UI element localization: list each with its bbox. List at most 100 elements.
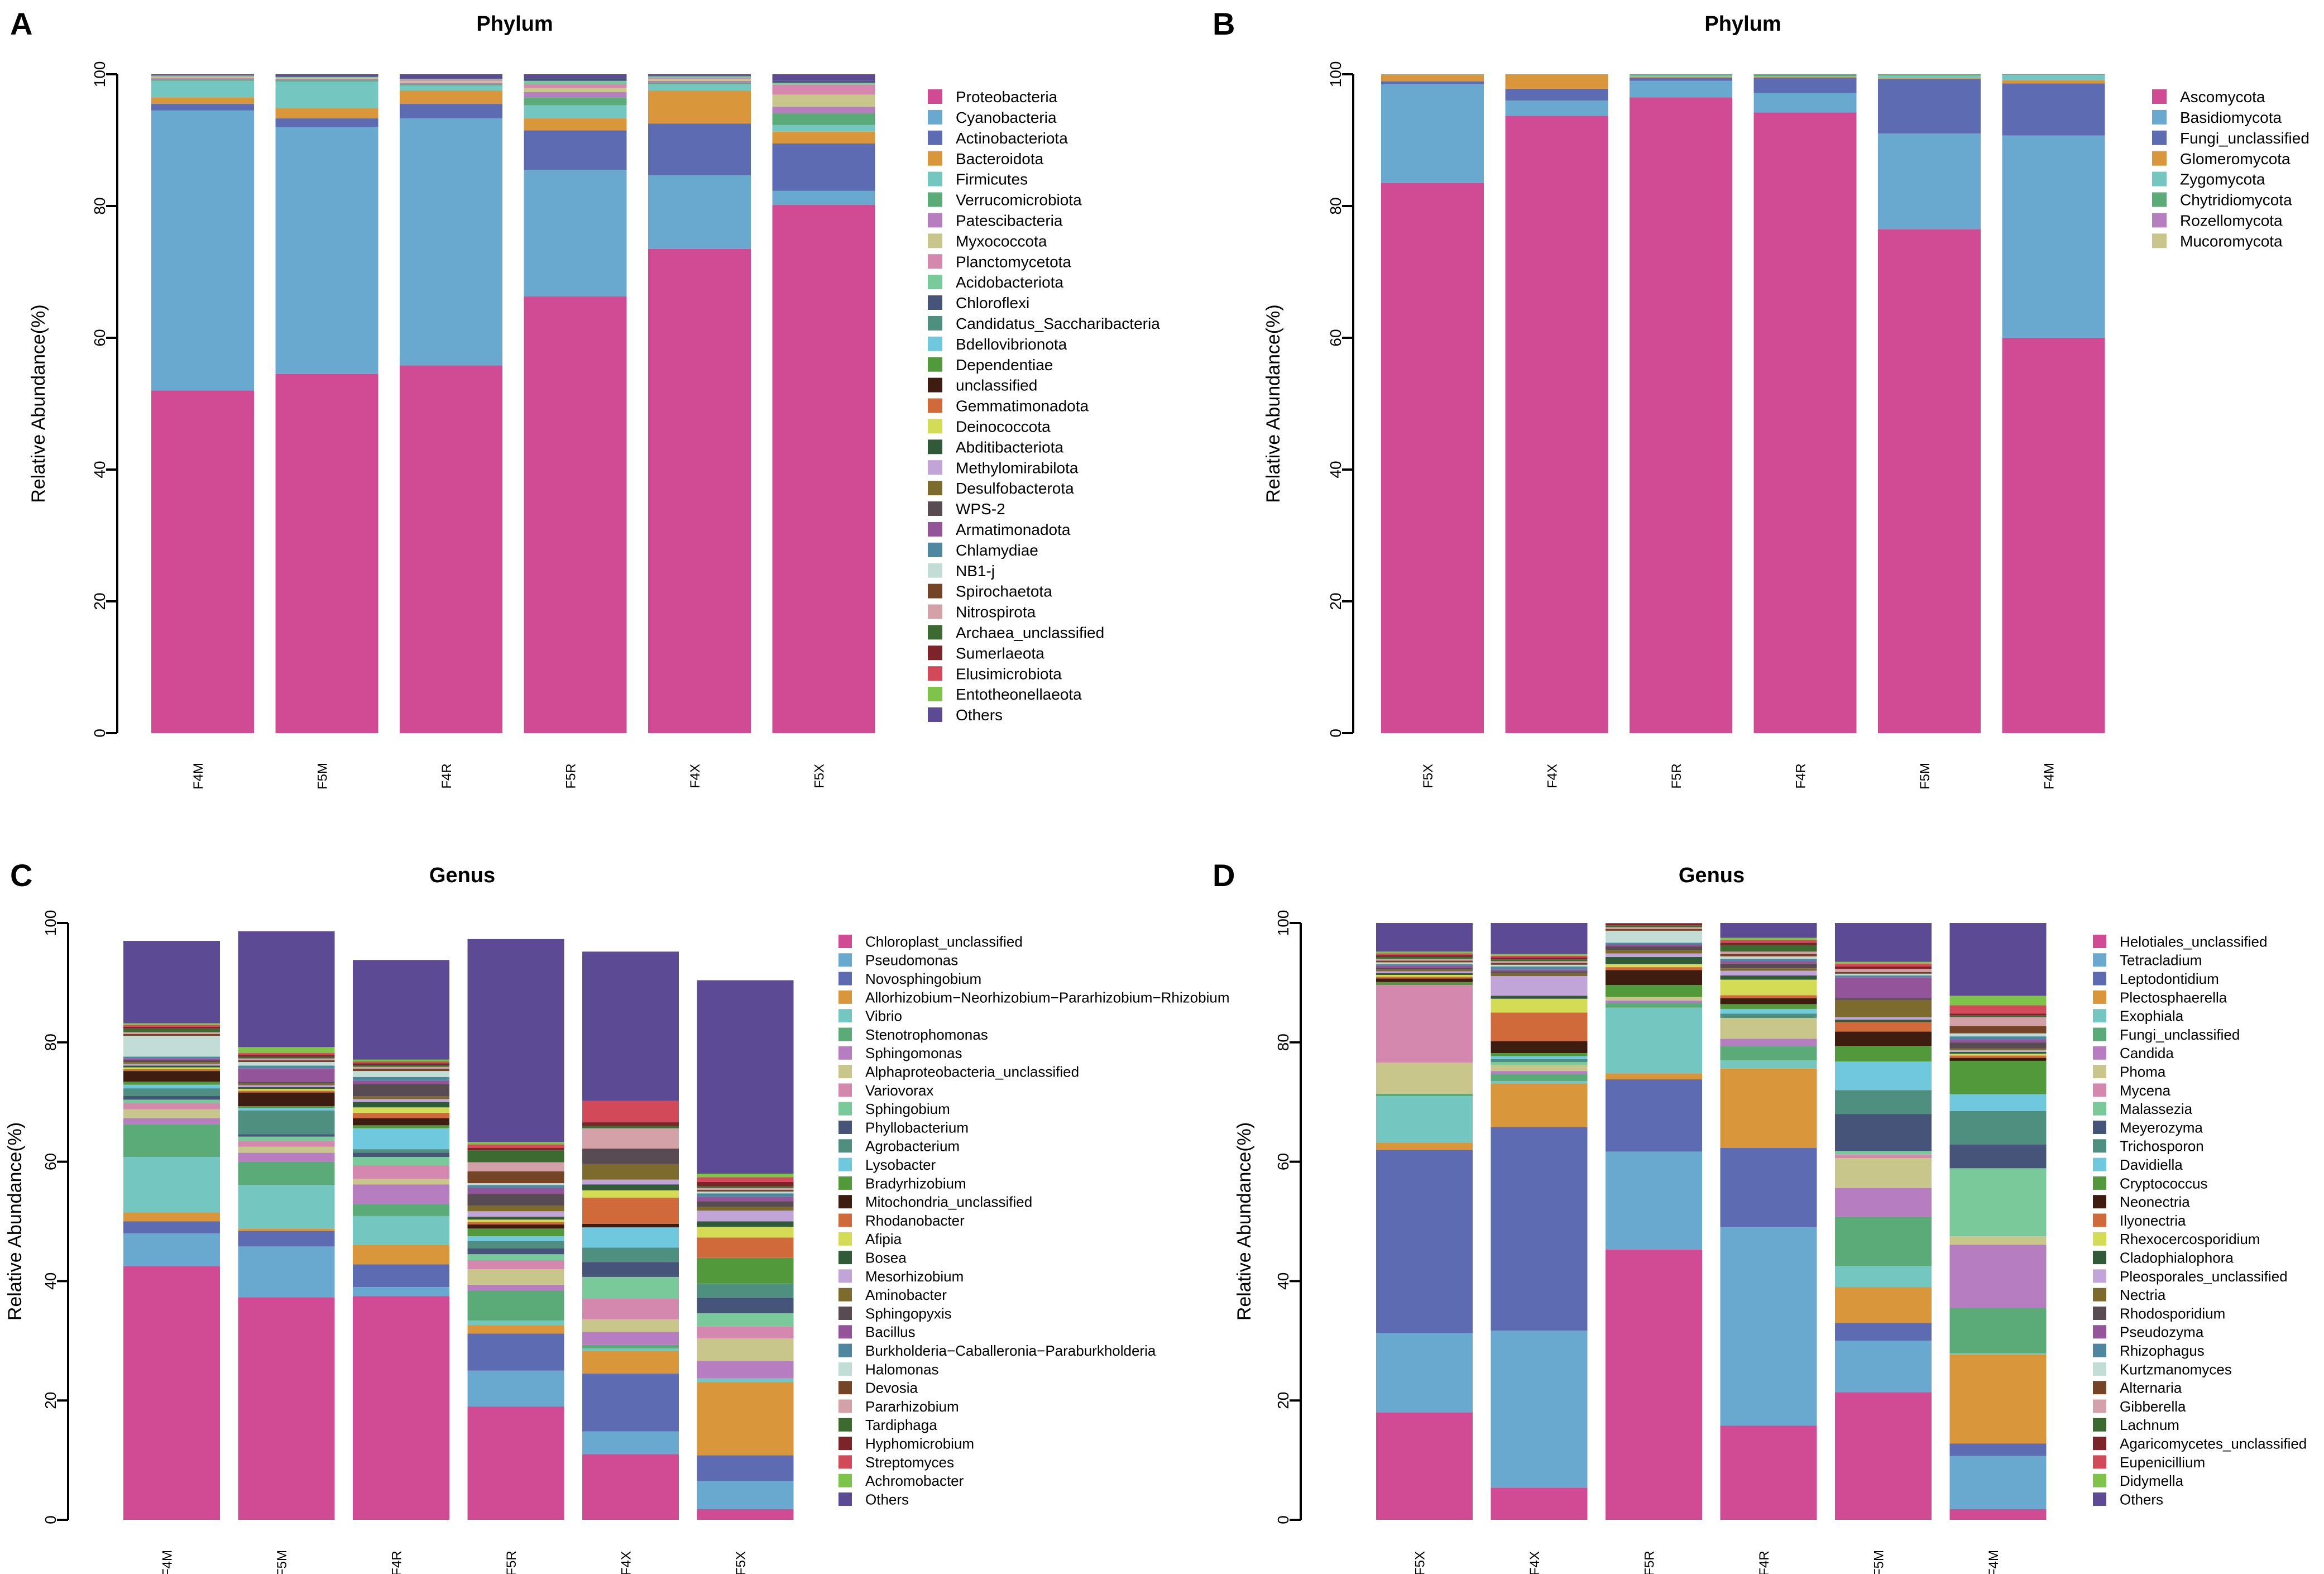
panel-c-segment-tardiphaga xyxy=(582,1126,679,1128)
panel-a-legend-label: Chlamydiae xyxy=(956,542,1038,559)
panel-a-legend-label: Elusimicrobiota xyxy=(956,665,1062,682)
panel-c-segment-allorhizobium-neorhizobium-pararhizobium-rhizobium xyxy=(238,1228,335,1231)
panel-d-segment-cladophialophora xyxy=(1376,973,1473,975)
panel-a-legend-label: Cyanobacteria xyxy=(956,109,1057,126)
panel-c-segment-agrobacterium xyxy=(697,1283,794,1298)
panel-d-segment-neonectria xyxy=(1949,1058,2047,1061)
panel-c-segment-bosea xyxy=(582,1184,679,1190)
panel-c-segment-streptomyces xyxy=(123,1025,220,1027)
panel-b-segment-ascomycota xyxy=(2002,338,2105,733)
panel-a-segment-actinobacteriota xyxy=(648,123,751,175)
panel-c-segment-others xyxy=(582,951,679,1101)
panel-a-legend-swatch xyxy=(928,336,942,351)
panel-a-segment-planctomycetota xyxy=(772,84,875,95)
panel-c-legend-label: Devosia xyxy=(865,1380,918,1396)
panel-d-segment-plectosphaerella xyxy=(1720,1068,1817,1149)
panel-c-segment-mitochondria-unclassified xyxy=(238,1092,335,1107)
panel-d-legend-swatch xyxy=(2093,1176,2106,1190)
panel-d-segment-meyerozyma xyxy=(1949,1144,2047,1169)
panel-d-segment-nectria xyxy=(1720,968,1817,971)
panel-d-segment-neonectria xyxy=(1720,998,1817,1004)
panel-d-legend-swatch xyxy=(2093,1213,2106,1227)
panel-d-legend-label: Meyerozyma xyxy=(2120,1119,2203,1136)
panel-c-segment-vibrio xyxy=(353,1216,449,1245)
panel-b-title: Phylum xyxy=(1704,12,1781,36)
panel-c-segment-pseudomonas xyxy=(467,1370,564,1406)
panel-c-segment-phyllobacterium xyxy=(697,1298,794,1314)
panel-c-segment-stenotrophomonas xyxy=(353,1204,449,1216)
panel-c-legend: Chloroplast_unclassified PseudomonasNovos… xyxy=(838,933,1229,1508)
panel-a-legend-label: Bacteroidota xyxy=(956,150,1044,168)
panel-c: C Genus Relative Abundance(%) 0 20 40 60 80 100 F… xyxy=(4,858,1229,1574)
panel-c-legend-label: Tardiphaga xyxy=(865,1417,937,1433)
panel-a-segment-verrucomicrobiota xyxy=(648,83,751,84)
panel-a-segment-proteobacteria xyxy=(524,296,627,733)
panel-c-segment-others xyxy=(238,931,335,1047)
panel-c-segment-alphaproteobacteria-unclassified xyxy=(697,1338,794,1361)
panel-b-bar-F5R xyxy=(1630,74,1732,733)
panel-d-segment-candida xyxy=(1949,1245,2047,1308)
panel-b-segment-basidiomycota xyxy=(1878,133,1981,229)
panel-c-bar-F5R xyxy=(467,939,564,1520)
panel-d-segment-gibberella xyxy=(1720,951,1817,954)
panel-a-legend-swatch xyxy=(928,233,942,248)
panel-c-segment-novosphingobium xyxy=(467,1333,564,1371)
panel-a-legend-label: Dependentiae xyxy=(956,356,1053,374)
panel-c-segment-bacillus xyxy=(467,1188,564,1194)
panel-a-segment-chloroflexi xyxy=(772,80,875,83)
panel-c-segment-bacillus xyxy=(697,1197,794,1202)
panel-c-segment-tardiphaga xyxy=(238,1056,335,1059)
panel-d-segment-ilyonectria xyxy=(1606,967,1702,970)
panel-c-segment-allorhizobium-neorhizobium-pararhizobium-rhizobium xyxy=(353,1245,449,1265)
panel-d-segment-mycena xyxy=(1376,985,1473,1063)
panel-d-y-tick-label: 60 xyxy=(1274,1153,1292,1170)
panel-a-segment-verrucomicrobiota xyxy=(275,80,378,82)
panel-c-segment-rhodanobacter xyxy=(238,1090,335,1093)
panel-d-legend-swatch xyxy=(2093,1121,2106,1134)
panel-a-legend-swatch xyxy=(928,275,942,290)
panel-d-segment-didymella xyxy=(1835,961,1932,964)
panel-a-segment-acidobacteriota xyxy=(648,76,751,78)
panel-c-segment-alphaproteobacteria-unclassified xyxy=(467,1269,564,1285)
panel-c-segment-bosea xyxy=(467,1216,564,1220)
panel-a-legend-label: Gemmatimonadota xyxy=(956,398,1089,415)
panel-c-bar-F5M xyxy=(238,931,335,1520)
panel-c-segment-burkholderia-caballeronia-paraburkholderia xyxy=(353,1077,449,1081)
panel-a-legend-label: Methylomirabilota xyxy=(956,459,1079,476)
panel-b-legend-label: Zygomycota xyxy=(2180,171,2265,188)
panel-a-segment-planctomycetota xyxy=(648,77,751,79)
panel-c-legend-swatch xyxy=(838,1027,852,1041)
panel-c-segment-sphingobium xyxy=(238,1136,335,1141)
panel-a-segment-myxococcota xyxy=(275,78,378,79)
panel-c-segment-bacillus xyxy=(123,1058,220,1060)
panel-b-segment-basidiomycota xyxy=(1630,80,1732,98)
panel-d-legend-swatch xyxy=(2093,1232,2106,1246)
panel-d-segment-leptodontidium xyxy=(1491,1127,1588,1331)
panel-b-legend-label: Rozellomycota xyxy=(2180,212,2283,229)
panel-b-legend-label: Mucoromycota xyxy=(2180,232,2283,250)
panel-c-segment-alphaproteobacteria-unclassified xyxy=(353,1179,449,1185)
panel-a-legend-label: Patescibacteria xyxy=(956,212,1063,229)
panel-b-legend-label: Chytridiomycota xyxy=(2180,192,2292,209)
panel-d-segment-rhizophagus xyxy=(1376,964,1473,966)
panel-c-segment-stenotrophomonas xyxy=(467,1290,564,1321)
panel-a-segment-cyanobacteria xyxy=(275,127,378,374)
panel-c-legend-label: Vibrio xyxy=(865,1008,902,1025)
panel-a-segment-others xyxy=(648,74,751,76)
panel-c-segment-aminobacter xyxy=(697,1207,794,1211)
panel-c-legend-label: Alphaproteobacteria_unclassified xyxy=(865,1063,1079,1080)
panel-d-legend-swatch xyxy=(2093,1195,2106,1209)
panel-d-segment-rhizophagus xyxy=(1606,943,1702,945)
panel-c-legend-swatch xyxy=(838,1046,852,1060)
panel-c-segment-others xyxy=(353,960,449,1060)
panel-a-legend-swatch xyxy=(928,89,942,104)
panel-c-segment-pararhizobium xyxy=(238,1058,335,1060)
panel-b-y-tick-label: 0 xyxy=(1327,729,1344,738)
panel-d-segment-plectosphaerella xyxy=(1835,1287,1932,1323)
panel-d-legend-swatch xyxy=(2093,1455,2106,1469)
panel-c-y-tick-label: 0 xyxy=(42,1515,59,1524)
panel-d-segment-rhodosporidium xyxy=(1376,968,1473,970)
panel-d-segment-neonectria xyxy=(1606,970,1702,985)
panel-d-x-tick-label: F5M xyxy=(1872,1550,1887,1574)
